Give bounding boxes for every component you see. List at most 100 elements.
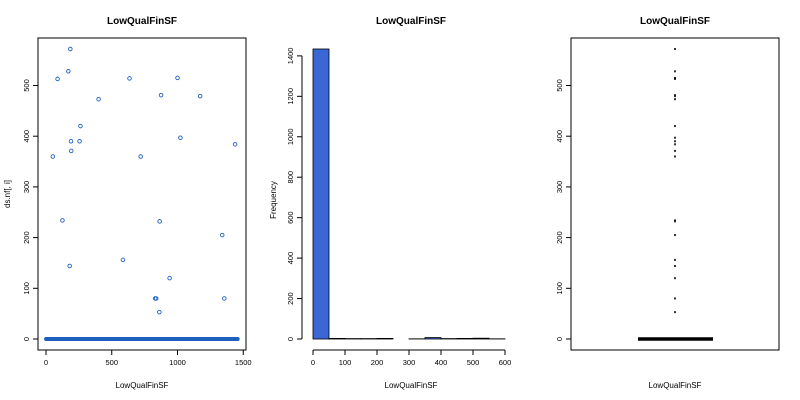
scatter-point [167,275,172,281]
histogram-y-tick-label: 400 [286,252,295,265]
scatter-point [120,257,126,263]
histogram-bar [328,337,346,340]
scatter-point [222,296,227,301]
boxplot-outliers [674,48,676,314]
boxplot-outlier [674,143,676,146]
boxplot-y-tick-label: 200 [555,231,564,244]
boxplot-outlier [674,264,676,267]
scatter-point [68,148,74,154]
histogram-x-tick-label: 0 [311,358,315,367]
boxplot-outlier [674,76,676,79]
scatter-point [219,232,225,238]
histogram-y-tick-label: 800 [286,171,295,184]
scatter-point [178,135,183,140]
boxplot-outlier [674,155,676,158]
scatter-y-tick-label: 200 [22,231,31,244]
boxplot-outlier [674,94,676,97]
scatter-title: LowQualFinSF [107,16,177,27]
scatter-point [153,296,159,301]
scatter-y-tick-label: 300 [22,181,31,194]
histogram-bar [472,337,490,340]
boxplot-x-label: LowQualFinSF [649,381,702,390]
scatter-y-tick-label: 500 [22,79,31,92]
boxplot-y-tick-label: 500 [555,79,564,92]
histogram-x-axis: 0 100 200 300 400 500 600 [311,349,512,367]
scatter-point [96,96,101,102]
boxplot-title: LowQualFinSF [640,16,710,27]
scatter-x-tick-label: 0 [44,358,48,367]
histogram-y-tick-label: 1400 [286,48,295,65]
boxplot-y-tick-label: 300 [555,181,564,194]
boxplot-outlier [674,234,676,237]
histogram-y-label: Frequency [269,181,278,219]
histogram-panel: LowQualFinSF LowQualFinSF Frequency 0 100 200… [269,16,511,390]
histogram-bar [424,337,442,340]
scatter-point [60,218,65,223]
histogram-x-tick-label: 400 [435,358,448,367]
histogram-y-tick-label: 600 [286,211,295,224]
boxplot-outlier [674,70,676,73]
histogram-bars [312,48,506,340]
histogram-x-tick-label: 300 [403,358,416,367]
scatter-y-tick-label: 100 [22,282,31,295]
scatter-y-axis: 0 100 200 300 400 500 [22,79,39,341]
histogram-x-tick-label: 100 [339,358,352,367]
histogram-bar [312,48,330,340]
boxplot-outlier [674,98,676,101]
boxplot-outlier [674,258,676,261]
boxplot-outlier [674,140,676,143]
scatter-point [138,154,143,159]
histogram-y-tick-label: 0 [286,337,295,341]
histogram-y-tick-label: 200 [286,292,295,305]
boxplot-y-tick-label: 0 [555,337,564,341]
boxplot-y-axis: 0 100 200 300 400 500 [555,79,572,341]
scatter-point [158,92,164,98]
scatter-point [78,123,83,129]
boxplot-outlier [674,311,676,314]
scatter-point [197,93,203,99]
boxplot-outlier [674,136,676,139]
scatter-y-label: ds.nf[, i] [3,180,12,208]
scatter-point [175,75,180,81]
histogram-x-tick-label: 600 [499,358,512,367]
boxplot-outlier [674,220,676,223]
scatter-point [77,139,82,144]
histogram-y-axis: 0 200 400 600 800 1000 1200 1400 [286,48,303,341]
scatter-point [66,69,71,74]
scatter-x-tick-label: 1500 [235,358,252,367]
boxplot-outlier [674,125,676,128]
boxplot-y-tick-label: 100 [555,282,564,295]
boxplot-outlier [674,297,676,300]
histogram-x-label: LowQualFinSF [385,381,438,390]
scatter-point [68,139,74,144]
scatter-point [55,76,60,82]
boxplot-outlier [674,48,676,50]
scatter-x-tick-label: 1000 [169,358,186,367]
scatter-point [68,46,73,52]
histogram-bar [376,337,394,340]
histogram-y-tick-label: 1000 [286,128,295,145]
scatter-x-label: LowQualFinSF [116,381,169,390]
scatter-point [50,154,56,159]
boxplot-outlier [674,149,676,152]
boxplot-outlier [674,95,676,98]
scatter-y-tick-label: 0 [22,337,31,341]
scatter-point [67,263,72,269]
boxplot-outlier [674,277,676,280]
boxplot-outlier [674,219,676,222]
scatter-x-tick-label: 500 [105,358,118,367]
scatter-points [50,46,238,315]
boxplot-frame [570,37,780,351]
histogram-x-tick-label: 200 [371,358,384,367]
histogram-x-tick-label: 500 [467,358,480,367]
histogram-y-tick-label: 1200 [286,88,295,105]
scatter-point [127,76,132,81]
scatter-point [157,309,162,315]
scatter-point [157,219,162,224]
histogram-bar [456,337,474,340]
scatter-panel: LowQualFinSF LowQualFinSF ds.nf[, i] 0 500 10… [3,16,252,390]
boxplot-panel: LowQualFinSF LowQualFinSF 0 100 200 300 400 500 [555,16,780,390]
scatter-zero-band [44,336,240,342]
